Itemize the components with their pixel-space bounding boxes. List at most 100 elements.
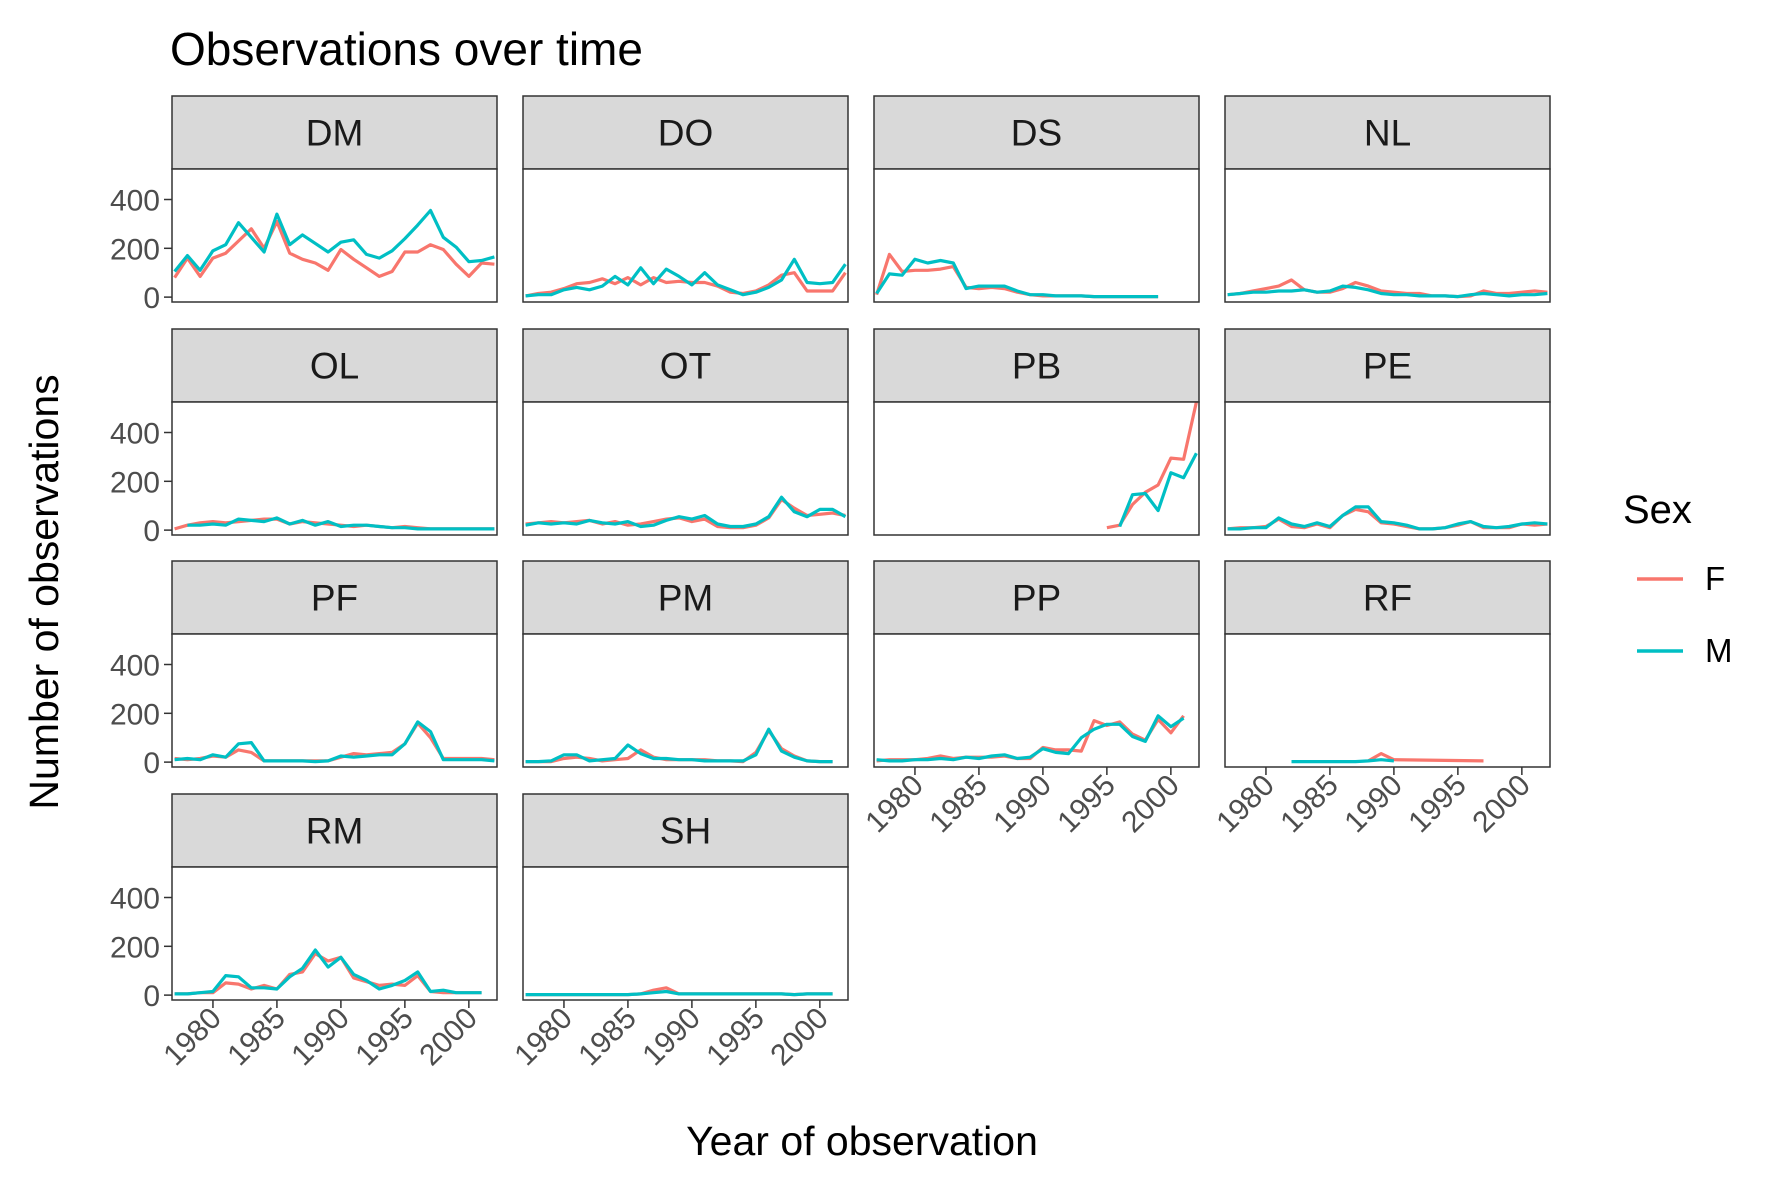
legend-title: Sex: [1623, 488, 1692, 532]
x-tick-label: 1985: [221, 1002, 292, 1073]
facet-plot-area: [1225, 169, 1550, 302]
x-tick-label: 1985: [923, 769, 994, 840]
series-line-m: [1227, 284, 1548, 299]
facet-plot-area: [1225, 402, 1550, 535]
x-tick-label: 1995: [349, 1002, 420, 1073]
facet-strip: [1224, 95, 1551, 170]
facet-nl: NL: [1224, 95, 1551, 303]
x-tick-label: 1990: [285, 1002, 356, 1073]
y-tick-label: 0: [143, 980, 160, 1013]
y-tick-label: 0: [143, 282, 160, 315]
x-tick-label: 1980: [508, 1002, 579, 1073]
x-tick-label: 2000: [413, 1002, 484, 1073]
series-line-m: [1118, 452, 1198, 528]
facet-strip-label: PF: [311, 578, 358, 619]
x-tick-label: 1995: [1051, 769, 1122, 840]
facet-plot-area: [172, 402, 497, 535]
x-tick-label: 1990: [636, 1002, 707, 1073]
facet-strip-label: RM: [306, 811, 364, 852]
chart-title: Observations over time: [170, 23, 643, 75]
y-tick-label: 200: [110, 233, 160, 266]
facet-plot-area: [172, 169, 497, 302]
facet-strip-label: PB: [1012, 346, 1061, 387]
facet-strip-label: PE: [1363, 346, 1412, 387]
x-tick-label: 1980: [157, 1002, 228, 1073]
facet-plot-area: [874, 402, 1199, 535]
x-tick-label: 1985: [1274, 769, 1345, 840]
x-tick-label: 1995: [1402, 769, 1473, 840]
facet-strip: [522, 560, 849, 635]
series-line-m: [525, 989, 833, 997]
series-line-f: [173, 219, 495, 279]
facet-panel-border: [171, 401, 498, 536]
series-line-m: [875, 257, 1159, 299]
facet-panel-border: [873, 401, 1200, 536]
x-tick-label: 2000: [1115, 769, 1186, 840]
series-line-m: [174, 948, 482, 996]
legend: Sex FM: [1623, 488, 1733, 669]
series-line-f: [525, 498, 846, 530]
facet-plot-area: [1225, 634, 1550, 767]
facet-panel-border: [522, 866, 849, 1001]
facet-strip: [522, 95, 849, 170]
facet-strip-label: OL: [310, 346, 359, 387]
facet-panel-border: [1224, 633, 1551, 768]
facet-panel-border: [171, 168, 498, 303]
facet-strip: [522, 793, 849, 868]
facet-do: DO: [522, 95, 849, 303]
y-tick-label: 200: [110, 466, 160, 499]
facet-strip: [873, 95, 1200, 170]
facet-plot-area: [172, 634, 497, 767]
facet-panel-border: [522, 168, 849, 303]
x-tick-label: 1990: [1338, 769, 1409, 840]
facet-pb: PB: [873, 328, 1200, 536]
facet-strip: [873, 328, 1200, 403]
facet-strip: [171, 560, 498, 635]
facet-ds: DS: [873, 95, 1200, 303]
x-tick-label: 2000: [764, 1002, 835, 1073]
facet-strip-label: DM: [306, 113, 364, 154]
facet-strip: [522, 328, 849, 403]
y-tick-label: 0: [143, 747, 160, 780]
y-axis-label: Number of observations: [21, 374, 67, 809]
facet-strip-label: SH: [660, 811, 711, 852]
facet-strip-label: PM: [658, 578, 714, 619]
facet-plot-area: [874, 634, 1199, 767]
facet-strip: [171, 793, 498, 868]
facet-panel-border: [873, 633, 1200, 768]
series-line-m: [1227, 505, 1548, 531]
series-line-f: [1367, 752, 1484, 763]
facet-panel-border: [171, 866, 498, 1001]
facet-ol: OL 0 200 400: [110, 328, 498, 548]
series-line-m: [525, 257, 847, 298]
series-line-m: [1291, 758, 1395, 764]
facet-strip: [1224, 328, 1551, 403]
facet-panel-border: [522, 633, 849, 768]
facet-pe: PE: [1224, 328, 1551, 536]
y-tick-label: 400: [110, 883, 160, 916]
facet-pf: PF 0 200 400: [110, 560, 498, 780]
series-line-m: [173, 208, 495, 273]
x-tick-label: 1980: [859, 769, 930, 840]
facet-strip-label: RF: [1363, 578, 1412, 619]
series-line-m: [525, 495, 847, 529]
x-tick-label: 1985: [572, 1002, 643, 1073]
x-tick-label: 1995: [700, 1002, 771, 1073]
facet-plot-area: [523, 634, 848, 767]
facet-strip: [873, 560, 1200, 635]
facet-dm: DM 0 200 400: [110, 95, 498, 315]
facet-plot-area: [172, 867, 497, 1000]
facet-panel-border: [171, 633, 498, 768]
facet-pm: PM: [522, 560, 849, 768]
facet-strip: [1224, 560, 1551, 635]
y-tick-label: 400: [110, 650, 160, 683]
y-tick-label: 200: [110, 698, 160, 731]
facet-strip-label: DO: [658, 113, 714, 154]
series-line-m: [174, 720, 495, 764]
series-line-m: [187, 516, 495, 531]
facet-strip-label: OT: [660, 346, 711, 387]
